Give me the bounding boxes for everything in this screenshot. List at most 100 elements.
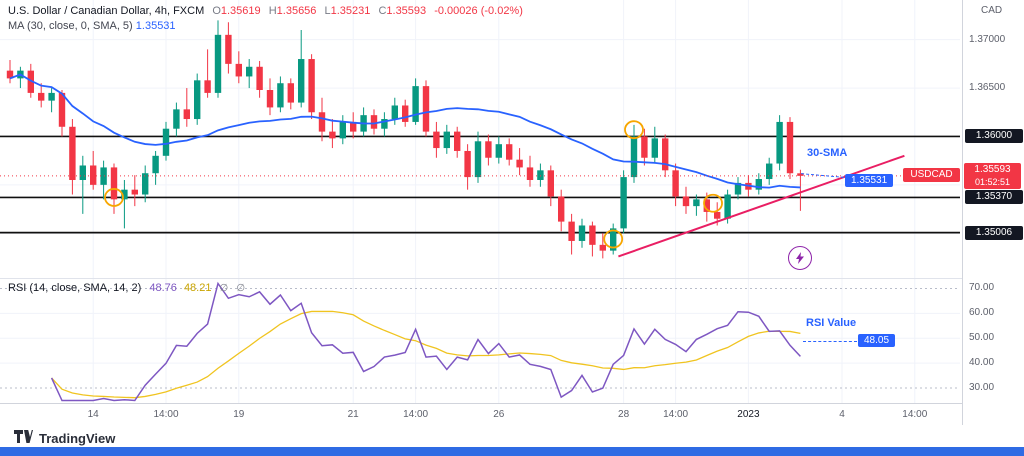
highlight-circle[interactable] bbox=[603, 229, 624, 249]
symbol-legend[interactable]: U.S. Dollar / Canadian Dollar, 4h, FXCM … bbox=[8, 5, 523, 32]
lightning-icon[interactable] bbox=[788, 246, 812, 270]
rsi-value-badge: 48.05 bbox=[858, 334, 896, 347]
candle-body bbox=[121, 189, 128, 200]
candle-body bbox=[558, 196, 565, 222]
sma-30-line[interactable] bbox=[9, 73, 801, 189]
ohlc-open-key: O bbox=[212, 5, 221, 17]
candle-body bbox=[714, 211, 721, 219]
candle-body bbox=[339, 121, 346, 139]
time-axis-label[interactable]: 4 bbox=[839, 409, 845, 420]
candle-body bbox=[620, 177, 627, 229]
candle-body bbox=[474, 141, 482, 178]
price-axis-label: 1.37000 bbox=[969, 33, 1006, 45]
rsi-legend-value: 48.76 bbox=[149, 282, 177, 294]
candle-body bbox=[350, 121, 357, 132]
candle-body bbox=[589, 225, 596, 245]
candle-body bbox=[131, 189, 138, 195]
candle-body bbox=[495, 144, 502, 158]
rsi-axis-label: 50.00 bbox=[969, 332, 995, 344]
rsi-line[interactable] bbox=[50, 281, 801, 402]
candle-body bbox=[381, 119, 388, 129]
candle-body bbox=[173, 109, 180, 129]
time-axis-label[interactable]: 14:00 bbox=[153, 409, 178, 420]
candlestick-series[interactable] bbox=[6, 20, 804, 259]
candle-body bbox=[183, 109, 190, 120]
candle-body bbox=[27, 70, 34, 93]
candle-body bbox=[682, 196, 690, 207]
candle-body bbox=[766, 163, 773, 180]
level-price-badge: 1.35370 bbox=[965, 190, 1023, 205]
candle-body bbox=[630, 136, 638, 178]
candle-body bbox=[797, 173, 804, 176]
time-axis-label[interactable]: 26 bbox=[493, 409, 505, 420]
candle-body bbox=[100, 167, 107, 185]
highlight-circle[interactable] bbox=[624, 120, 644, 140]
rsi-axis-label: 60.00 bbox=[969, 307, 995, 319]
rsi-legend[interactable]: RSI (14, close, SMA, 14, 2) 48.76 48.21 … bbox=[8, 282, 245, 294]
ohlc-high-value: 1.35656 bbox=[276, 5, 317, 17]
price-axis[interactable]: CAD 1.37000 1.36500 70.00 60.00 50.00 40.00 30… bbox=[962, 0, 1024, 425]
time-axis-label[interactable]: 14:00 bbox=[663, 409, 688, 420]
settings-icon[interactable]: ∅ bbox=[236, 283, 246, 294]
eye-icon[interactable]: ∅ bbox=[219, 283, 229, 294]
rsi-ma-line bbox=[51, 310, 801, 399]
candle-body bbox=[506, 144, 513, 160]
ohlc-close: C1.35593 bbox=[378, 5, 426, 17]
symbol-title[interactable]: U.S. Dollar / Canadian Dollar, 4h, FXCM bbox=[8, 5, 205, 17]
footer[interactable]: TradingView bbox=[14, 430, 115, 446]
candle-body bbox=[651, 138, 658, 158]
candle-body bbox=[485, 141, 492, 158]
ohlc-low-key: L bbox=[324, 5, 331, 17]
candle-body bbox=[703, 199, 710, 212]
sma-callout-label[interactable]: 30-SMA bbox=[807, 147, 848, 159]
time-axis-label[interactable]: 14:00 bbox=[902, 409, 927, 420]
candle-body bbox=[454, 131, 461, 151]
candle-body bbox=[6, 70, 14, 79]
highlight-circle[interactable] bbox=[104, 188, 124, 207]
candle-body bbox=[776, 121, 783, 164]
candle-body bbox=[214, 34, 222, 93]
time-axis-separator bbox=[0, 403, 1024, 404]
candle-body bbox=[246, 66, 253, 77]
ma-value-badge: 1.35531 bbox=[845, 174, 894, 187]
candle-body bbox=[308, 59, 315, 113]
candle-body bbox=[662, 138, 669, 171]
price-chart-canvas[interactable]: 14 14:00 19 21 14:00 26 28 14:00 2023 4 14:00 bbox=[0, 0, 962, 432]
candle-body bbox=[516, 159, 523, 168]
candle-body bbox=[641, 136, 648, 158]
time-axis-label[interactable]: 14:00 bbox=[403, 409, 428, 420]
bottom-bar bbox=[0, 447, 1024, 456]
candle-body bbox=[422, 86, 430, 132]
candle-body bbox=[256, 66, 263, 90]
time-axis-label[interactable]: 2023 bbox=[737, 409, 760, 420]
rsi-axis-label: 70.00 bbox=[969, 282, 995, 294]
ohlc-low-value: 1.35231 bbox=[330, 5, 371, 17]
candle-body bbox=[298, 59, 305, 103]
time-axis-label[interactable]: 14 bbox=[88, 409, 100, 420]
ohlc-open-value: 1.35619 bbox=[220, 5, 261, 17]
ma-legend-value: 1.35531 bbox=[135, 20, 176, 32]
rsi-axis-label: 40.00 bbox=[969, 357, 995, 369]
ma-legend[interactable]: MA (30, close, 0, SMA, 5) 1.35531 bbox=[8, 20, 523, 32]
rsi-callout-label[interactable]: RSI Value bbox=[806, 317, 857, 329]
tradingview-logo-text: TradingView bbox=[39, 430, 116, 446]
candle-body bbox=[693, 199, 700, 207]
time-axis-label[interactable]: 21 bbox=[348, 409, 360, 420]
trendline[interactable] bbox=[618, 154, 905, 258]
candle-body bbox=[568, 221, 575, 241]
symbol-price-label: USDCAD bbox=[903, 168, 960, 182]
candle-body bbox=[433, 131, 440, 149]
candle-body bbox=[318, 112, 326, 132]
candle-body bbox=[287, 83, 294, 103]
candle-body bbox=[38, 92, 45, 101]
candle-body bbox=[235, 63, 242, 77]
time-axis-label[interactable]: 19 bbox=[233, 409, 245, 420]
rsi-axis-label: 30.00 bbox=[969, 382, 995, 394]
highlight-circle[interactable] bbox=[703, 193, 723, 213]
time-axis-label[interactable]: 28 bbox=[618, 409, 630, 420]
price-axis-label: 1.36500 bbox=[969, 82, 1006, 94]
pane-separator[interactable] bbox=[0, 278, 1024, 279]
candle-body bbox=[370, 115, 378, 129]
candle-body bbox=[329, 131, 336, 139]
